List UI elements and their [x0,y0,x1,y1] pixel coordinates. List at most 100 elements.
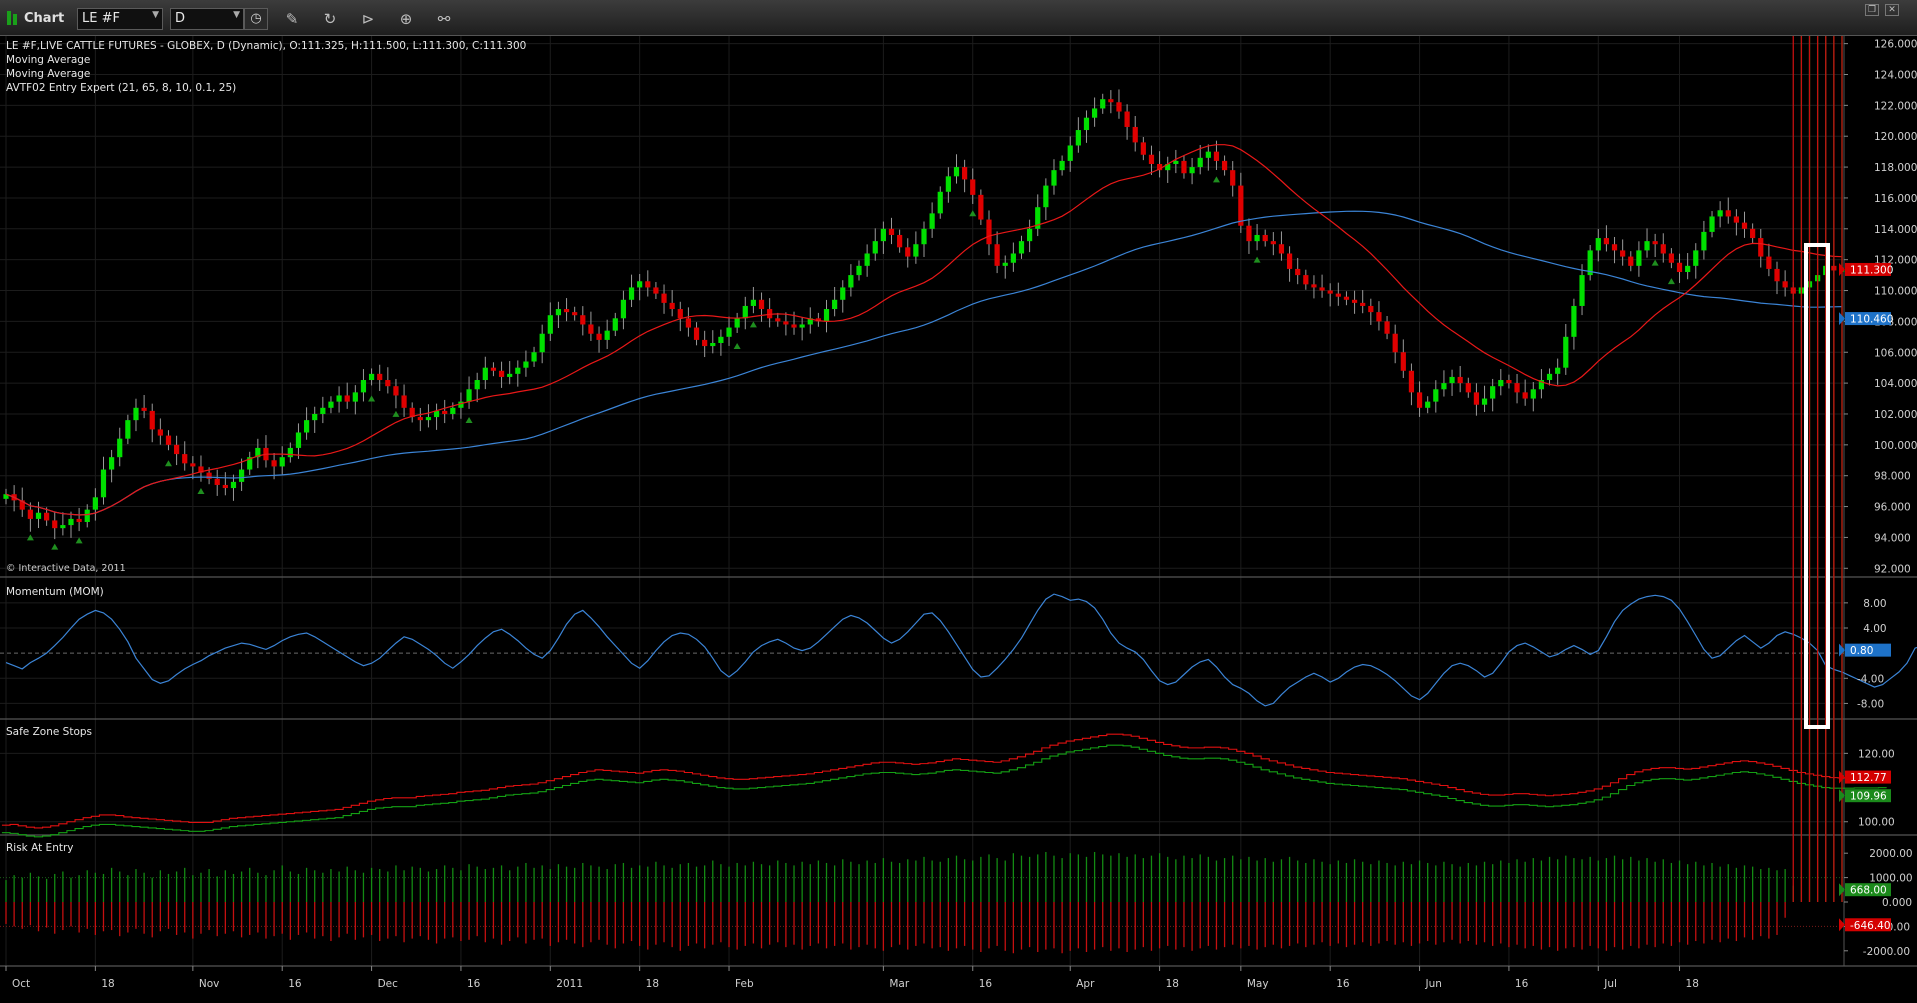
candle-up [1449,376,1455,384]
chevron-down-icon[interactable]: ▼ [152,10,159,20]
link-icon[interactable]: ⚯ [437,10,451,28]
candle-up [612,318,618,331]
candle-up [117,438,123,458]
candle-up [1043,185,1049,208]
candle-down [1230,170,1236,186]
candle-down [1620,250,1626,257]
time-tick-label: 2011 [556,978,583,990]
candle-down [669,302,675,310]
candle-up [1027,228,1033,242]
candle-down [978,194,984,220]
candle-up [1701,231,1707,251]
entry-arrow [368,395,376,402]
risk-positive-label-pointer [1839,883,1845,897]
candle-down [986,219,992,245]
candle-up [872,241,878,254]
entry-arrow [1651,259,1659,266]
clock-icon[interactable]: ◷ [244,8,268,30]
candle-up [352,392,358,402]
chart-app-icon [7,11,17,25]
candle-down [962,167,968,180]
candle-up [287,447,293,458]
candle-up [3,494,9,499]
candle-down [1181,160,1187,174]
candle-up [913,244,919,257]
candle-up [230,481,237,489]
candle-down [141,407,147,411]
candle-up [1165,163,1171,171]
candle-up [880,228,886,242]
symbol-value: LE #F [82,11,120,26]
safe-zone-title: Safe Zone Stops [6,726,92,738]
pencil-icon[interactable]: ✎ [285,10,299,28]
candle-up [279,457,285,467]
candle-down [1668,253,1674,263]
interval-select[interactable]: D ▼ [170,8,244,30]
candle-up [945,176,951,192]
risk-tick-label: 1000.00 [1869,873,1912,885]
window-restore-icon[interactable]: ❐ [1865,4,1879,16]
price-tick-label: 122.000 [1874,100,1917,112]
candle-down [1457,376,1463,384]
candle-down [758,299,765,310]
candle-up [35,512,42,519]
window-close-icon[interactable]: ✕ [1885,4,1899,16]
time-tick-label: 18 [646,978,659,990]
candle-down [702,339,708,347]
candle-down [783,321,789,325]
time-tick-label: Dec [378,978,399,990]
refresh-icon[interactable]: ↻ [323,10,337,28]
candle-up [1425,401,1431,408]
candle-up [1546,373,1553,381]
candle-up [247,457,253,470]
candle-down [1758,238,1764,257]
momentum-title: Momentum (MOM) [6,586,104,598]
entry-arrow [164,460,172,467]
candle-up [710,342,716,347]
candle-down [1116,102,1122,112]
time-tick-label: 16 [288,978,302,990]
price-tick-label: 110.000 [1874,286,1917,298]
candle-up [1205,151,1211,158]
play-icon[interactable]: ⊳ [361,10,375,28]
candle-down [1750,228,1756,239]
time-tick-label: Nov [199,978,220,990]
candle-down [1311,284,1317,288]
time-tick-label: 16 [1336,978,1350,990]
candle-up [734,318,740,328]
time-tick-label: Feb [735,978,754,990]
candle-down [1343,296,1350,300]
candle-up [921,228,927,245]
momentum-tick-label: -4.00 [1857,673,1884,685]
safe-zone-upper-label-pointer [1839,770,1845,784]
time-tick-label: Jul [1603,978,1617,990]
candle-down [190,463,196,467]
candle-down [1408,370,1415,393]
candle-down [1327,290,1333,294]
entry-arrow [51,543,59,550]
candle-up [255,447,261,458]
candle-up [929,213,935,229]
candle-up [1173,160,1179,164]
chevron-down-icon[interactable]: ▼ [233,10,240,20]
safe-zone-tick-label: 120.00 [1858,748,1895,760]
candle-down [1132,126,1138,143]
last-price-label-bg [1845,262,1891,276]
candle-up [1067,145,1073,161]
candle-up [1579,275,1585,306]
candle-up [718,336,724,343]
zoom-icon[interactable]: ⊕ [399,10,413,28]
candle-down [1741,222,1748,229]
candle-down [1148,154,1155,164]
candle-up [1002,262,1008,266]
price-tick-label: 94.000 [1874,532,1911,544]
candle-up [799,324,805,328]
symbol-input[interactable]: LE #F ▼ [77,8,163,30]
candle-up [604,330,610,340]
candle-up [1644,241,1650,251]
candle-up [328,401,334,408]
candle-up [320,407,326,414]
chart-header-line-1: LE #F,LIVE CATTLE FUTURES - GLOBEX, D (D… [6,40,526,52]
candle-down [393,386,399,396]
safe-zone-lower-label: 109.96 [1850,791,1887,803]
